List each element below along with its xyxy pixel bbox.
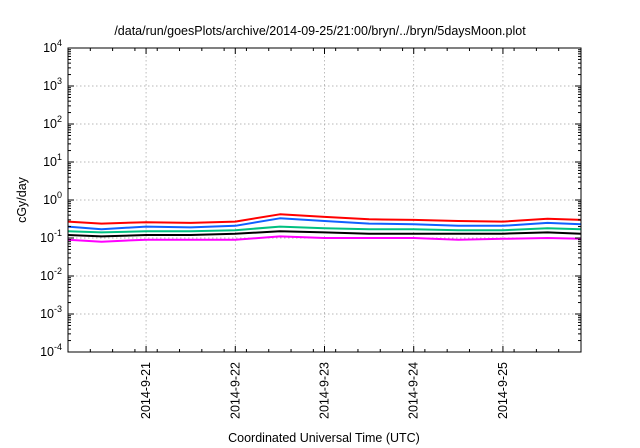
y-tick-label: 10-4 [40, 342, 62, 359]
x-tick-label: 2014-9-22 [228, 362, 242, 419]
chart-title: /data/run/goesPlots/archive/2014-09-25/2… [114, 24, 526, 38]
series-line [67, 230, 582, 238]
series-line [67, 213, 582, 225]
tick-layer [67, 47, 582, 353]
x-tick-label: 2014-9-24 [407, 362, 421, 419]
series-layer [67, 213, 582, 243]
y-tick-label: 101 [43, 152, 62, 169]
x-tick-label: 2014-9-23 [318, 362, 332, 419]
y-axis-label: cGy/day [15, 176, 29, 223]
y-tick-label: 10-1 [40, 228, 62, 245]
y-tick-labels: 10-4 10-3 10-2 10-1 100 101 102 103 104 [40, 38, 62, 359]
y-tick-label: 100 [43, 190, 62, 207]
y-tick-label: 102 [43, 114, 62, 131]
x-tick-label: 2014-9-21 [139, 362, 153, 419]
grid-layer [68, 48, 581, 352]
series-line [67, 225, 582, 234]
x-axis-label: Coordinated Universal Time (UTC) [228, 431, 420, 445]
y-tick-label: 10-3 [40, 304, 62, 321]
y-tick-label: 104 [43, 38, 62, 55]
x-tick-label: 2014-9-25 [496, 362, 510, 419]
series-line [67, 217, 582, 231]
x-tick-labels: 2014-9-21 2014-9-22 2014-9-23 2014-9-24 2014… [139, 362, 510, 419]
y-tick-label: 10-2 [40, 266, 62, 283]
y-tick-label: 103 [43, 76, 62, 93]
series-line [67, 235, 582, 243]
